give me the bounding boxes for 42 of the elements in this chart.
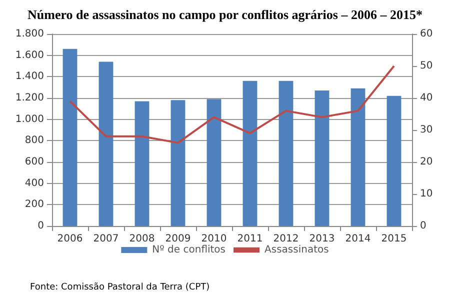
line-series <box>69 65 395 144</box>
bar <box>350 88 366 226</box>
y2-tick-label: 50 <box>420 60 433 72</box>
y2-tick-label: 60 <box>420 28 433 40</box>
bar <box>62 48 78 226</box>
bar <box>98 62 114 226</box>
y-tick-label: 800 <box>24 135 44 146</box>
x-tick-label: 2009 <box>165 234 191 244</box>
y-tick-label: 1.400 <box>15 71 44 82</box>
y-tick-label: 600 <box>24 156 44 168</box>
legend-label: Nº de conflitos <box>152 244 226 256</box>
x-tick-label: 2007 <box>93 234 119 244</box>
y2-tick-label: 20 <box>420 156 433 168</box>
x-tick-label: 2014 <box>345 234 371 244</box>
y-tick-label: 1.000 <box>15 114 44 125</box>
bar <box>278 80 294 226</box>
y-tick-label: 1.600 <box>15 50 44 61</box>
y-tick-label: 1.200 <box>15 92 44 104</box>
bar <box>170 100 186 226</box>
x-tick-label: 2006 <box>57 234 83 244</box>
y-tick-label: 400 <box>24 178 44 189</box>
y-tick-label: 1.800 <box>15 28 44 40</box>
legend-label: Assassinatos <box>264 244 329 256</box>
x-tick-label: 2010 <box>201 234 227 244</box>
y2-tick-label: 40 <box>420 92 433 104</box>
x-tick-label: 2013 <box>309 234 335 244</box>
x-tick-label: 2012 <box>273 234 299 244</box>
bar <box>242 80 258 226</box>
y-tick-label: 200 <box>24 199 44 210</box>
y-tick-label: 0 <box>38 220 44 232</box>
bar <box>314 90 330 226</box>
y2-tick-label: 30 <box>420 124 433 136</box>
x-tick-label: 2008 <box>129 234 155 244</box>
chart-title: Número de assassinatos no campo por conflitos agrários – 2006 – 2015* <box>28 7 422 22</box>
source-note: Fonte: Comissão Pastoral da Terra (CPT) <box>30 282 210 292</box>
y2-tick-label: 10 <box>420 188 433 200</box>
bar <box>386 96 402 226</box>
bar <box>206 99 222 226</box>
x-tick-label: 2011 <box>237 234 263 244</box>
y2-tick-label: 0 <box>420 220 426 232</box>
bar <box>134 101 150 226</box>
x-tick-label: 2015 <box>381 234 407 244</box>
